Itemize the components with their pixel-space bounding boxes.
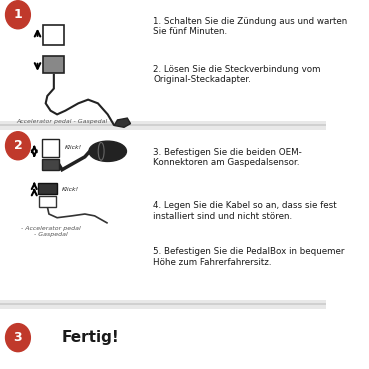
FancyBboxPatch shape xyxy=(43,25,65,45)
Text: Klick!: Klick! xyxy=(62,187,79,192)
Text: Klick!: Klick! xyxy=(65,145,82,150)
FancyBboxPatch shape xyxy=(0,121,326,130)
FancyBboxPatch shape xyxy=(43,56,65,73)
Text: 2: 2 xyxy=(14,139,22,152)
Text: 3: 3 xyxy=(14,331,22,344)
Text: 1. Schalten Sie die Zündung aus und warten
Sie fünf Minuten.: 1. Schalten Sie die Zündung aus und wart… xyxy=(154,17,348,36)
FancyBboxPatch shape xyxy=(42,139,59,157)
Circle shape xyxy=(6,132,30,160)
Text: Fertig!: Fertig! xyxy=(62,330,120,345)
Circle shape xyxy=(6,1,30,29)
Text: 3. Befestigen Sie die beiden OEM-
Konnektoren am Gaspedalsensor.: 3. Befestigen Sie die beiden OEM- Konnek… xyxy=(154,148,302,167)
Text: 4. Legen Sie die Kabel so an, dass sie fest
installiert sind und nicht stören.: 4. Legen Sie die Kabel so an, dass sie f… xyxy=(154,201,337,221)
FancyBboxPatch shape xyxy=(38,183,57,194)
FancyBboxPatch shape xyxy=(39,196,56,207)
Text: 5. Befestigen Sie die PedalBox in bequemer
Höhe zum Fahrerfahrersitz.: 5. Befestigen Sie die PedalBox in bequem… xyxy=(154,247,345,267)
Text: - Accelerator pedal
- Gaspedal: - Accelerator pedal - Gaspedal xyxy=(21,226,80,237)
Circle shape xyxy=(6,324,30,352)
PathPatch shape xyxy=(114,118,131,127)
Text: 2. Lösen Sie die Steckverbindung vom
Original-Steckadapter.: 2. Lösen Sie die Steckverbindung vom Ori… xyxy=(154,65,321,84)
FancyBboxPatch shape xyxy=(42,159,59,170)
FancyBboxPatch shape xyxy=(0,300,326,309)
Text: 1: 1 xyxy=(14,8,22,21)
Text: Accelerator pedal - Gaspedal: Accelerator pedal - Gaspedal xyxy=(16,119,108,124)
Ellipse shape xyxy=(89,141,127,162)
